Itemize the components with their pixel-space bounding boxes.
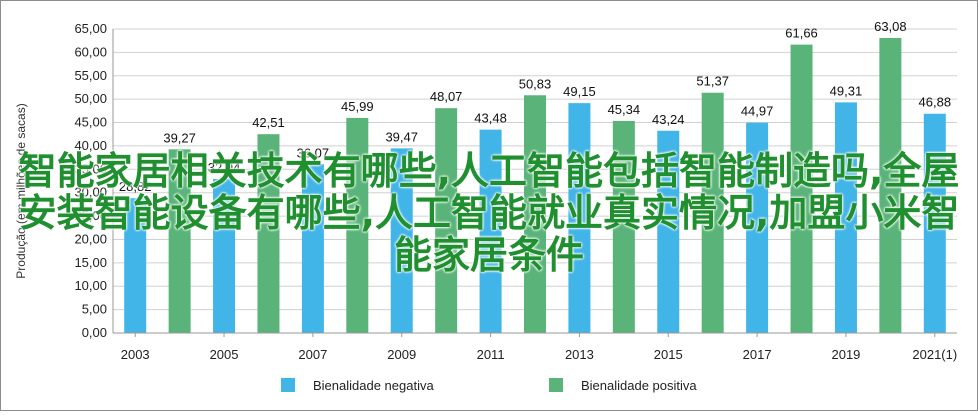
x-tick-label: 2009 xyxy=(387,347,416,362)
x-tick-label: 2003 xyxy=(121,347,150,362)
data-label: 49,31 xyxy=(830,83,863,98)
data-labels: 28,82 39,27 32,94 42,51 36,07 45,99 39,47 48,07… xyxy=(119,19,951,194)
y-tick-label: 5,00 xyxy=(82,302,107,317)
bar xyxy=(390,148,413,333)
x-tick-label: 2015 xyxy=(654,347,683,362)
x-tick-label: 2021(1) xyxy=(912,347,957,362)
bar xyxy=(834,102,857,333)
bar xyxy=(213,178,236,333)
data-label: 50,83 xyxy=(519,76,552,91)
x-tick-label: 2019 xyxy=(831,347,860,362)
y-tick-label: 55,00 xyxy=(74,68,107,83)
data-label: 32,94 xyxy=(208,160,241,175)
legend-label: Bienalidade negativa xyxy=(313,378,434,393)
bar xyxy=(346,117,369,333)
y-tick-label: 40,00 xyxy=(74,138,107,153)
bar xyxy=(301,164,324,333)
data-label: 39,47 xyxy=(385,129,418,144)
legend-label: Bienalidade positiva xyxy=(581,378,697,393)
y-tick-label: 10,00 xyxy=(74,278,107,293)
y-tick-label: 15,00 xyxy=(74,255,107,270)
y-tick-label: 60,00 xyxy=(74,44,107,59)
data-label: 43,24 xyxy=(652,112,685,127)
y-tick-label: 45,00 xyxy=(74,115,107,130)
bar xyxy=(657,130,680,333)
x-tick-label: 2011 xyxy=(477,347,505,362)
bar xyxy=(168,149,191,333)
x-tick-label: 2013 xyxy=(565,347,594,362)
bar xyxy=(612,120,635,334)
y-tick-label: 0,00 xyxy=(82,325,107,340)
bar xyxy=(879,37,902,334)
data-label: 43,48 xyxy=(474,111,507,126)
data-label: 39,27 xyxy=(163,130,196,145)
y-tick-label: 65,00 xyxy=(74,21,107,36)
y-tick-label: 50,00 xyxy=(74,91,107,106)
y-tick-label: 35,00 xyxy=(74,161,107,176)
x-tick-label: 2007 xyxy=(298,347,327,362)
bar xyxy=(790,44,813,334)
y-tick-label: 25,00 xyxy=(74,208,107,223)
bar xyxy=(124,198,147,333)
data-label: 36,07 xyxy=(297,145,330,160)
x-tick-label: 2005 xyxy=(210,347,239,362)
data-label: 28,82 xyxy=(119,179,152,194)
y-tick-label: 30,00 xyxy=(74,185,107,200)
x-tick-label: 2017 xyxy=(743,347,772,362)
legend-swatch xyxy=(281,378,295,392)
bar xyxy=(435,108,458,334)
y-tick-label: 20,00 xyxy=(74,231,107,246)
legend: Bienalidade negativa Bienalidade positiva xyxy=(281,378,697,393)
bar xyxy=(568,103,591,333)
legend-swatch xyxy=(549,378,563,392)
data-label: 42,51 xyxy=(252,115,285,130)
bar xyxy=(257,134,280,333)
bars xyxy=(124,37,946,334)
data-label: 51,37 xyxy=(696,74,729,89)
bar xyxy=(524,95,546,333)
data-label: 63,08 xyxy=(874,19,907,34)
data-label: 46,88 xyxy=(919,95,952,110)
data-label: 61,66 xyxy=(785,26,818,41)
data-label: 44,97 xyxy=(741,104,774,119)
bar xyxy=(923,113,946,333)
data-label: 49,15 xyxy=(563,84,596,99)
axes: 0,00 5,00 10,00 15,00 20,00 25,00 30,00 35,00 40… xyxy=(74,21,957,362)
data-label: 45,99 xyxy=(341,99,374,114)
bar xyxy=(701,92,724,333)
data-label: 45,34 xyxy=(608,102,641,117)
data-label: 48,07 xyxy=(430,89,463,104)
bar xyxy=(746,122,769,333)
bar xyxy=(479,129,502,333)
y-axis-title: Produção (em milhões de sacas) xyxy=(14,103,28,278)
